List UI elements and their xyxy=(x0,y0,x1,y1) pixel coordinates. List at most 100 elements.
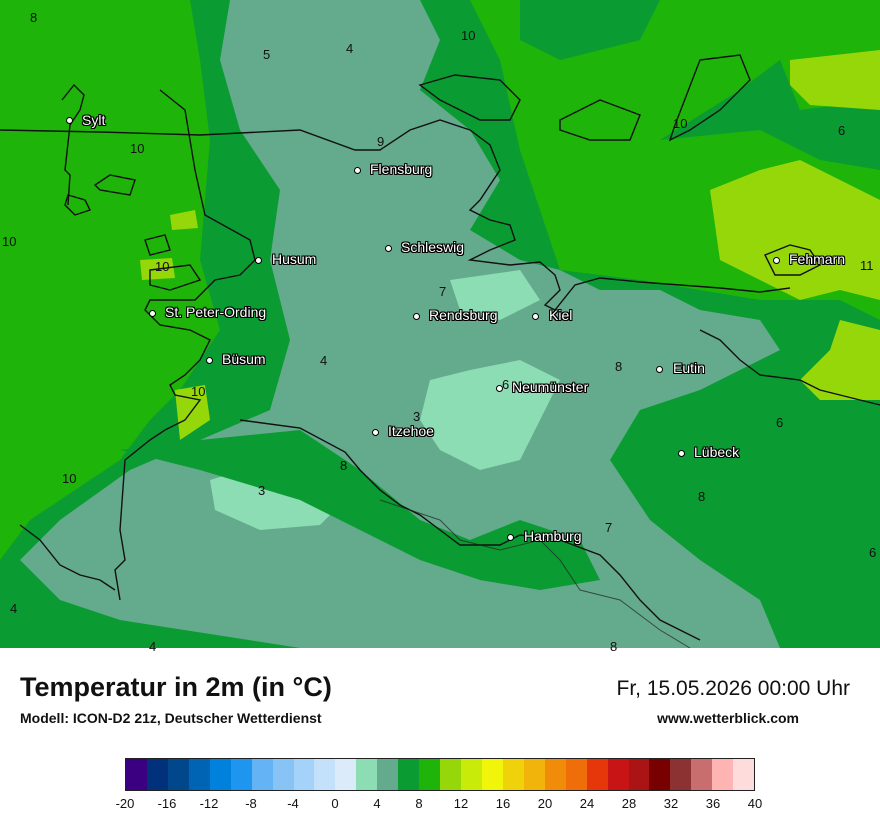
isoline-label: 10 xyxy=(191,384,206,399)
legend-tick-label: 16 xyxy=(495,796,511,811)
legend-swatch xyxy=(398,759,420,790)
field-t3-c xyxy=(450,270,540,320)
city-label: St. Peter-Ording xyxy=(165,304,267,320)
legend-tick-label: 0 xyxy=(331,796,339,811)
state-border xyxy=(379,499,691,648)
isoline-label: 11 xyxy=(860,258,874,273)
city-marker xyxy=(413,313,420,320)
isoline-label: 4 xyxy=(320,353,328,368)
legend-tick-label: 40 xyxy=(747,796,763,811)
legend-swatch xyxy=(670,759,692,790)
city-marker xyxy=(354,167,361,174)
legend-tick-label: 12 xyxy=(453,796,469,811)
legend-swatch xyxy=(523,759,545,790)
legend-swatch xyxy=(461,759,482,790)
legend-swatch xyxy=(607,759,629,790)
legend-swatch xyxy=(565,759,587,790)
isoline-label: 10 xyxy=(62,471,77,486)
valid-time: Fr, 15.05.2026 00:00 Uhr xyxy=(616,677,851,700)
legend-swatch xyxy=(209,759,231,790)
isoline-label: 10 xyxy=(2,234,17,249)
map-title: Temperatur in 2m (in °C) xyxy=(20,672,332,702)
legend-tick-label: -8 xyxy=(245,796,257,811)
field-t4-6 xyxy=(20,0,780,648)
legend-tick-label: 4 xyxy=(373,796,381,811)
legend-swatch xyxy=(293,759,315,790)
city-marker xyxy=(773,257,780,264)
city-label: Itzehoe xyxy=(388,423,434,439)
color-legend xyxy=(125,758,755,791)
isoline-label: 4 xyxy=(346,41,354,56)
legend-swatch xyxy=(691,759,713,790)
field-t3-b xyxy=(420,360,560,470)
isoline-label: 8 xyxy=(610,639,618,654)
legend-swatch xyxy=(544,759,566,790)
legend-tick-label: 20 xyxy=(537,796,553,811)
isoline-label: 10 xyxy=(673,116,688,131)
isoline-label: 7 xyxy=(605,520,613,535)
city-label: Eutin xyxy=(673,360,705,376)
legend-tick-label: -16 xyxy=(157,796,177,811)
field-t12-e xyxy=(710,160,880,300)
legend-swatch xyxy=(188,759,210,790)
legend-swatch xyxy=(649,759,671,790)
legend-tick-label: -4 xyxy=(287,796,299,811)
isoline-label: 7 xyxy=(439,284,447,299)
coastline xyxy=(0,54,880,641)
isoline-label: 8 xyxy=(30,10,38,25)
city-label: Husum xyxy=(272,251,317,267)
city-label: Schleswig xyxy=(401,239,465,255)
legend-swatch xyxy=(167,759,189,790)
city-label: Fehmarn xyxy=(789,251,846,267)
city-label: Lübeck xyxy=(694,444,740,460)
isoline-label: 4 xyxy=(149,639,157,654)
legend-tick-label: 8 xyxy=(415,796,423,811)
legend-swatch xyxy=(733,759,755,790)
city-label: Hamburg xyxy=(524,528,582,544)
field-t12-e2 xyxy=(800,320,880,400)
isoline-label: 6 xyxy=(869,545,877,560)
city-marker xyxy=(372,429,379,436)
legend-swatch xyxy=(628,759,650,790)
legend-tick-label: 24 xyxy=(579,796,595,811)
isoline-label: 6 xyxy=(776,415,784,430)
legend-swatch xyxy=(481,759,503,790)
field-t8-10-elbe xyxy=(120,430,600,590)
isoline-label: 9 xyxy=(377,134,385,149)
legend-swatch xyxy=(502,759,524,790)
field-t12-ne xyxy=(790,50,880,110)
isoline-label: 8 xyxy=(340,458,348,473)
city-label: Kiel xyxy=(549,307,573,323)
city-label: Neumünster xyxy=(512,379,589,395)
legend-swatch xyxy=(272,759,294,790)
legend-swatch xyxy=(377,759,399,790)
city-marker xyxy=(678,450,685,457)
isoline-label: 4 xyxy=(10,601,18,616)
city-label: Büsum xyxy=(222,351,266,367)
field-t12-w1 xyxy=(170,210,198,230)
legend-swatch xyxy=(251,759,273,790)
legend-swatch xyxy=(419,759,441,790)
isoline-label: 8 xyxy=(615,359,623,374)
legend-swatch xyxy=(440,759,461,790)
legend-tick-label: 32 xyxy=(663,796,679,811)
city-marker xyxy=(66,117,73,124)
city-marker xyxy=(255,257,262,264)
city-marker xyxy=(149,310,156,317)
isoline-label: 10 xyxy=(130,141,145,156)
city-marker xyxy=(206,357,213,364)
city-marker xyxy=(507,534,514,541)
city-marker xyxy=(532,313,539,320)
city-label: Sylt xyxy=(82,112,106,128)
legend-swatch xyxy=(335,759,357,790)
isoline-label: 3 xyxy=(413,409,421,424)
city-label: Rendsburg xyxy=(429,307,498,323)
legend-swatch xyxy=(314,759,336,790)
isoline-label: 6 xyxy=(502,377,510,392)
legend-tick-label: -20 xyxy=(115,796,135,811)
city-label: Flensburg xyxy=(370,161,433,177)
field-t8-10-ne xyxy=(520,0,660,60)
legend-tick-label: 36 xyxy=(705,796,721,811)
legend-swatch xyxy=(356,759,378,790)
city-marker xyxy=(385,245,392,252)
